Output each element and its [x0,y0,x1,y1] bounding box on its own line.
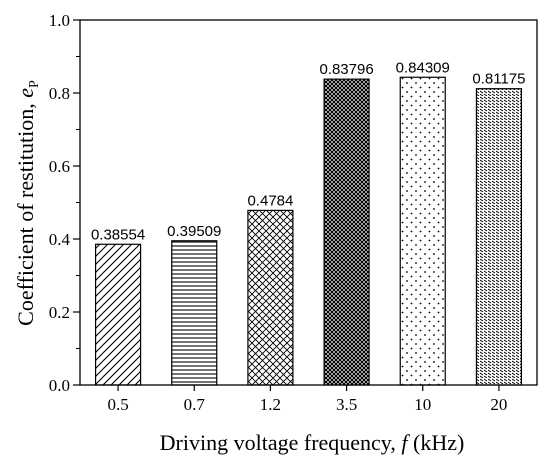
y-axis-title-subscript: P [27,80,42,88]
bar-20 [475,88,523,386]
data-label-1.2: 0.4784 [247,192,293,209]
axes-layer: 0.0 0.2 0.4 0.6 0.8 1.0 0.5 0.7 1.2 3.5 10 20 [49,11,538,414]
bar-3.5 [323,78,370,386]
bar-10 [399,76,446,386]
x-axis-title-text: Driving voltage frequency, [160,430,402,455]
x-axis-title-variable: f [401,430,410,455]
y-tick-label-1.0: 1.0 [49,11,70,30]
bar-0.5 [94,243,142,386]
y-axis-title: Coefficient of restitution, eP [13,80,42,326]
x-axis-title: Driving voltage frequency, f (kHz) [160,430,465,455]
x-tick-label-1.2: 1.2 [260,395,281,414]
x-tick-label-0.5: 0.5 [107,395,128,414]
y-tick-label-0.0: 0.0 [49,376,70,395]
x-tick-label-20: 20 [490,395,507,414]
y-tick-label-0.2: 0.2 [49,303,70,322]
data-label-10: 0.84309 [396,59,450,76]
bar-0.7 [171,240,218,386]
y-tick-label-0.4: 0.4 [49,230,71,249]
y-axis-title-text: Coefficient of restitution, [13,98,38,326]
y-tick-label-0.8: 0.8 [49,84,70,103]
x-tick-label-10: 10 [414,395,431,414]
data-label-20: 0.81175 [472,71,525,88]
plot-frame [79,19,538,386]
x-tick-label-0.7: 0.7 [184,395,206,414]
y-tick-label-0.6: 0.6 [49,157,70,176]
data-label-0.5: 0.38554 [91,226,145,243]
data-label-3.5: 0.83796 [319,61,373,78]
x-tick-label-3.5: 3.5 [336,395,357,414]
y-axis-title-variable: e [13,88,38,98]
x-axis-title-unit: (kHz) [408,430,465,455]
bar-1.2 [247,209,294,386]
data-labels-layer: 0.38554 0.39509 0.4784 0.83796 0.84309 0.8117… [91,59,526,243]
data-label-0.7: 0.39509 [167,223,221,240]
bars-layer [94,76,523,386]
